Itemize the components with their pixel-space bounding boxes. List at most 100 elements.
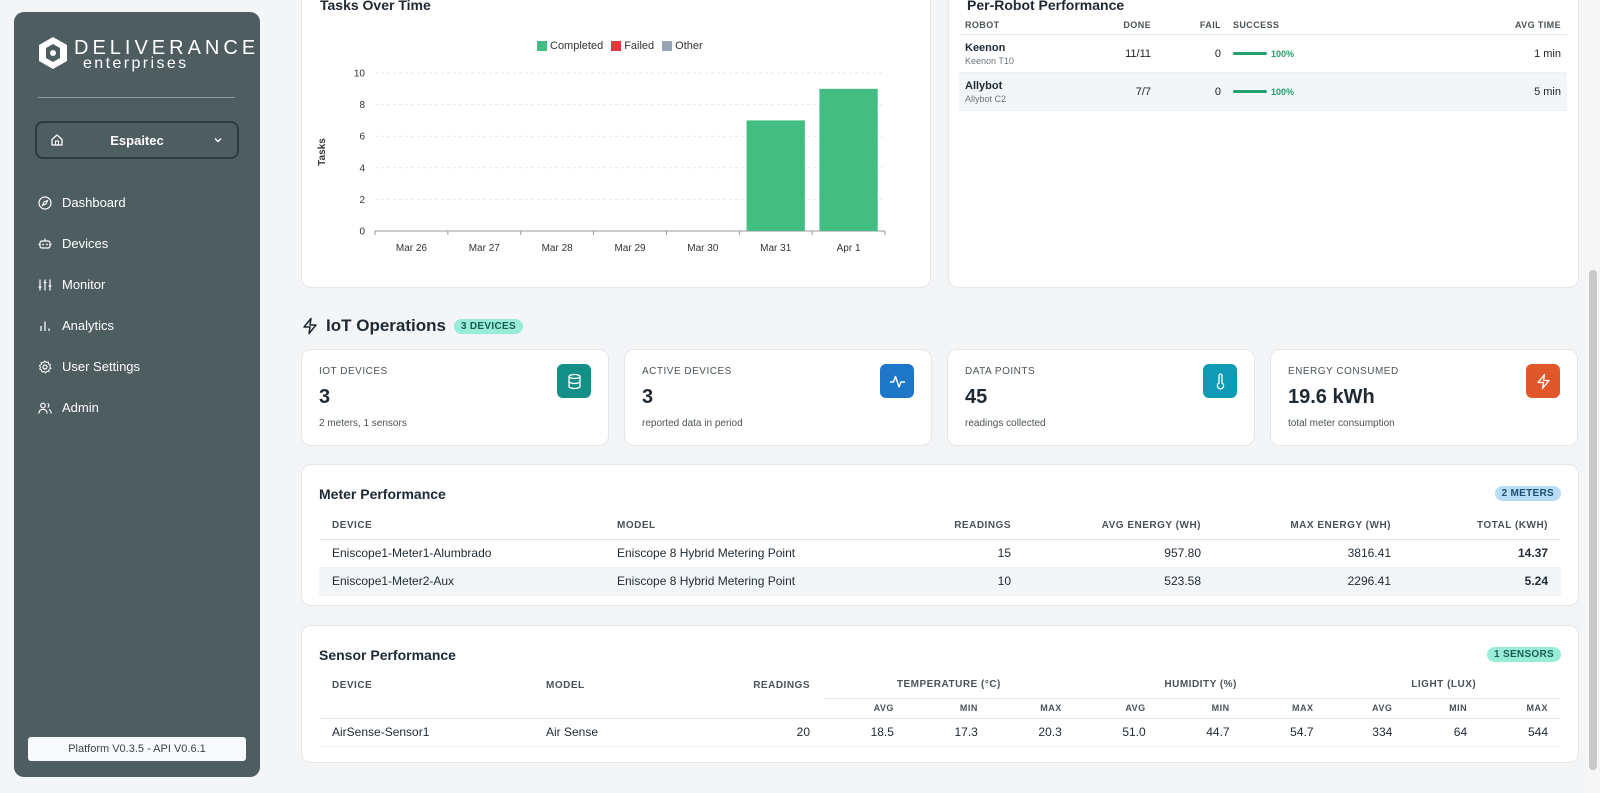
meter-total: 5.24 xyxy=(1404,567,1561,596)
zap-icon xyxy=(1536,373,1550,389)
stat-label: IOT DEVICES xyxy=(319,366,388,377)
col-humidity[interactable]: HUMIDITY (%) xyxy=(1074,672,1327,699)
table-row[interactable]: Allybot Allybot C2 7/7 0 100% 5 min xyxy=(959,72,1567,111)
col-avg-energy[interactable]: AVG ENERGY (WH) xyxy=(1024,513,1214,540)
robot-model: Allybot C2 xyxy=(965,93,1007,104)
col-temp-avg[interactable]: AVG xyxy=(823,698,907,719)
col-robot[interactable]: ROBOT xyxy=(959,16,1087,35)
brand-logo[interactable]: DELIVERANCE enterprises xyxy=(38,34,255,84)
x-tick-label: Mar 28 xyxy=(542,243,574,254)
x-tick-label: Mar 26 xyxy=(396,243,428,254)
x-tick-label: Mar 27 xyxy=(469,243,501,254)
logo-hexagon-icon xyxy=(39,37,67,69)
stat-label: ACTIVE DEVICES xyxy=(642,366,732,377)
nav-label: Monitor xyxy=(62,277,106,292)
table-row[interactable]: Keenon Keenon T10 11/11 0 100% 1 min xyxy=(959,34,1567,73)
col-light-min[interactable]: MIN xyxy=(1405,698,1481,719)
chart-legend: Completed Failed Other xyxy=(537,40,711,52)
success-bar xyxy=(1233,52,1267,55)
col-total[interactable]: TOTAL (KWH) xyxy=(1404,513,1561,540)
stat-icon-tile xyxy=(1203,364,1237,398)
col-fail[interactable]: FAIL xyxy=(1157,16,1227,35)
meter-device: Eniscope1-Meter2-Aux xyxy=(319,567,604,596)
legend-item-completed[interactable]: Completed xyxy=(537,40,603,52)
sensor-count-badge: 1 SENSORS xyxy=(1487,647,1561,662)
hum-avg: 51.0 xyxy=(1074,718,1159,747)
nav-label: User Settings xyxy=(62,359,141,374)
legend-item-failed[interactable]: Failed xyxy=(611,40,654,52)
robot-done: 11/11 xyxy=(1087,34,1157,73)
col-device[interactable]: DEVICE xyxy=(319,513,604,540)
temp-max: 20.3 xyxy=(990,718,1075,747)
page-scrollbar[interactable] xyxy=(1586,0,1600,793)
x-tick-label: Apr 1 xyxy=(837,243,861,254)
col-hum-avg[interactable]: AVG xyxy=(1074,698,1159,719)
nav-item-monitor[interactable]: Monitor xyxy=(38,264,238,305)
legend-label: Failed xyxy=(624,40,655,52)
legend-swatch xyxy=(611,41,622,51)
legend-swatch xyxy=(537,41,547,51)
col-avg-time[interactable]: AVG TIME xyxy=(1327,16,1567,35)
nav-item-analytics[interactable]: Analytics xyxy=(38,305,238,346)
light-max: 544 xyxy=(1480,718,1561,747)
table-row[interactable]: Eniscope1-Meter1-Alumbrado Eniscope 8 Hy… xyxy=(319,539,1561,568)
success-rate: 100% xyxy=(1271,48,1295,59)
stat-value: 19.6 kWh xyxy=(1288,386,1375,408)
light-min: 64 xyxy=(1405,718,1481,747)
x-tick-label: Mar 30 xyxy=(687,243,719,254)
meter-max-energy: 2296.41 xyxy=(1214,567,1404,596)
col-done[interactable]: DONE xyxy=(1087,16,1157,35)
col-device[interactable]: DEVICE xyxy=(332,679,373,691)
main-nav: Dashboard Devices Monitor Analytics User… xyxy=(38,182,238,428)
nav-item-dashboard[interactable]: Dashboard xyxy=(38,182,238,223)
col-model[interactable]: MODEL xyxy=(604,513,904,540)
col-readings[interactable]: READINGS xyxy=(753,679,810,691)
col-temp-max[interactable]: MAX xyxy=(990,698,1075,719)
logo-wordmark: DELIVERANCE xyxy=(74,37,260,59)
temp-avg: 18.5 xyxy=(823,718,907,747)
section-title: IoT Operations xyxy=(326,316,446,335)
compass-icon xyxy=(38,195,52,210)
stat-value: 3 xyxy=(319,386,331,408)
stat-subtext: reported data in period xyxy=(642,418,743,429)
table-row[interactable]: AirSense-Sensor1 Air Sense 20 18.5 17.3 … xyxy=(319,718,1561,747)
tasks-chart-card: Tasks Over Time Completed Failed Other 0… xyxy=(301,0,931,288)
users-icon xyxy=(38,402,52,414)
success-bar xyxy=(1233,90,1267,93)
nav-item-admin[interactable]: Admin xyxy=(38,387,238,428)
col-temp-min[interactable]: MIN xyxy=(906,698,991,719)
col-success[interactable]: SUCCESS xyxy=(1227,16,1327,35)
col-temperature[interactable]: TEMPERATURE (°C) xyxy=(823,672,1075,699)
meter-avg-energy: 957.80 xyxy=(1024,539,1214,568)
meter-avg-energy: 523.58 xyxy=(1024,567,1214,596)
col-model[interactable]: MODEL xyxy=(546,679,585,691)
y-tick-label: 4 xyxy=(359,163,365,174)
table-row[interactable]: Eniscope1-Meter2-Aux Eniscope 8 Hybrid M… xyxy=(319,567,1561,596)
sliders-icon xyxy=(38,279,52,290)
col-readings[interactable]: READINGS xyxy=(904,513,1024,540)
legend-item-other[interactable]: Other xyxy=(662,40,703,52)
sidebar-divider xyxy=(38,97,235,98)
nav-item-user-settings[interactable]: User Settings xyxy=(38,346,238,387)
col-light[interactable]: LIGHT (LUX) xyxy=(1326,672,1561,699)
col-light-avg[interactable]: AVG xyxy=(1326,698,1406,719)
robot-avg-time: 1 min xyxy=(1327,34,1567,73)
stat-subtext: 2 meters, 1 sensors xyxy=(319,418,407,429)
stat-value: 3 xyxy=(642,386,654,408)
chart-title: Tasks Over Time xyxy=(320,0,431,13)
nav-item-devices[interactable]: Devices xyxy=(38,223,238,264)
site-selector[interactable]: Espaitec xyxy=(35,121,239,159)
col-max-energy[interactable]: MAX ENERGY (WH) xyxy=(1214,513,1404,540)
nav-label: Admin xyxy=(62,400,99,415)
stat-card-data-points: DATA POINTS 45 readings collected xyxy=(947,349,1255,446)
activity-icon xyxy=(889,375,905,388)
sensor-performance-title: Sensor Performance xyxy=(319,647,456,663)
logo-subtitle: enterprises xyxy=(83,55,189,72)
col-light-max[interactable]: MAX xyxy=(1480,698,1561,719)
scrollbar-thumb[interactable] xyxy=(1589,270,1597,770)
col-hum-min[interactable]: MIN xyxy=(1158,698,1243,719)
y-tick-label: 6 xyxy=(359,132,365,143)
thermometer-icon xyxy=(1216,372,1224,390)
col-hum-max[interactable]: MAX xyxy=(1242,698,1327,719)
meter-model: Eniscope 8 Hybrid Metering Point xyxy=(604,539,904,568)
